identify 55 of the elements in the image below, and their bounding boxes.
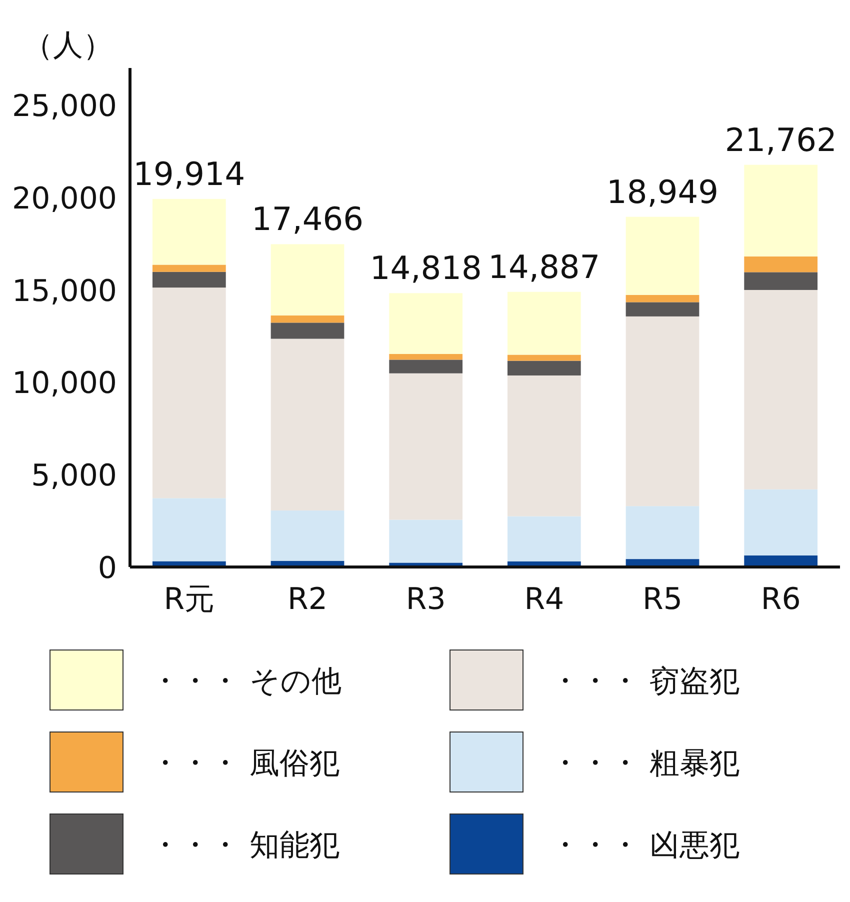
bar (270, 510, 344, 561)
bar (152, 198, 226, 265)
legend-label: ・・・ その他 (150, 664, 342, 699)
x-tick-label: R3 (406, 582, 446, 617)
x-tick-label: R4 (524, 582, 564, 617)
bar (507, 516, 581, 562)
total-label: 17,466 (252, 200, 364, 238)
total-label: 14,887 (488, 248, 600, 286)
y-axis-title: （人） (23, 28, 113, 63)
bar (626, 216, 700, 295)
bar (626, 316, 700, 506)
legend-label: ・・・ 凶悪犯 (550, 828, 740, 863)
y-tick-label: 20,000 (12, 181, 117, 216)
bar (152, 498, 226, 562)
x-tick-label: R元 (164, 582, 215, 617)
bar (389, 354, 463, 360)
bar (626, 302, 700, 316)
bar (389, 293, 463, 354)
bar (626, 506, 700, 560)
bar (389, 373, 463, 520)
bar (744, 256, 818, 272)
x-tick-label: R6 (760, 582, 801, 617)
bar (270, 315, 344, 323)
bar (744, 272, 818, 290)
y-tick-label: 25,000 (12, 88, 117, 124)
total-label: 18,949 (606, 172, 718, 211)
legend-label: ・・・ 知能犯 (150, 828, 340, 863)
bar (152, 264, 226, 272)
bar (626, 294, 700, 302)
y-tick-label: 5,000 (31, 458, 117, 494)
bar (744, 164, 818, 256)
y-tick-label: 10,000 (12, 366, 117, 402)
bar (507, 360, 581, 376)
legend-label: ・・・ 粗暴犯 (550, 746, 740, 781)
bar (507, 375, 581, 516)
total-label: 14,818 (370, 249, 482, 288)
total-label: 21,762 (724, 120, 837, 159)
bar (389, 520, 463, 563)
total-label: 19,914 (133, 154, 246, 193)
bar (507, 354, 581, 361)
bar (507, 292, 581, 355)
bar (744, 290, 818, 490)
bar (744, 489, 818, 556)
bar (270, 322, 344, 339)
legend-label: ・・・ 風俗犯 (150, 746, 340, 781)
y-tick-label: 15,000 (12, 274, 117, 309)
legend-label: ・・・ 窃盗犯 (550, 664, 740, 699)
bar (270, 338, 344, 510)
x-tick-label: R2 (288, 582, 328, 617)
bar (152, 272, 226, 288)
bar (270, 244, 344, 316)
x-tick-label: R5 (642, 582, 682, 617)
y-tick-label: 0 (98, 551, 117, 586)
bar (152, 288, 226, 498)
bar (389, 360, 463, 374)
